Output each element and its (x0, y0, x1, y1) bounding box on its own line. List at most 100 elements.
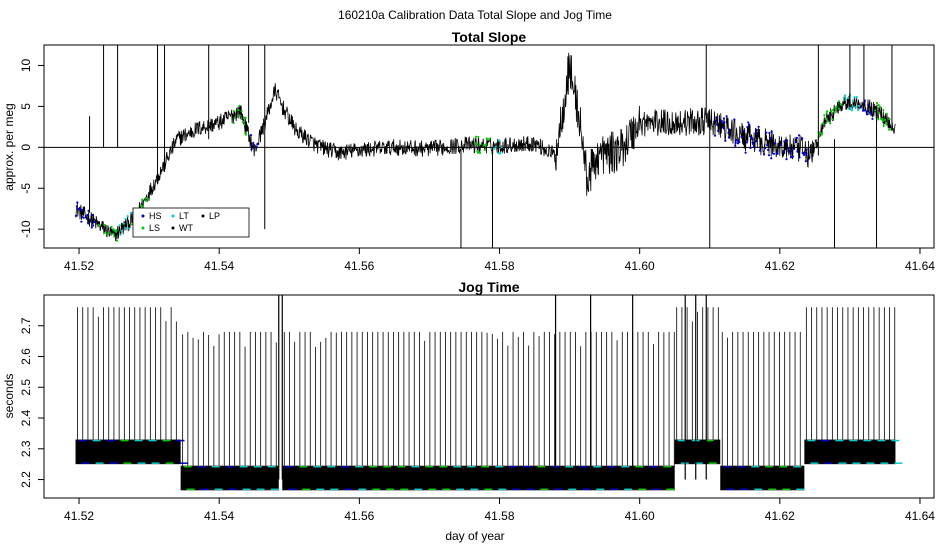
calibration-point-hs (757, 125, 760, 128)
calibration-point-ls (484, 143, 488, 146)
jog-time-y-tick-label: 2.6 (19, 348, 33, 365)
calibration-point-ls (834, 108, 838, 111)
calibration-point-lt (129, 211, 132, 214)
calibration-point-hs (722, 126, 725, 130)
calibration-point-hs (792, 147, 795, 150)
calibration-point-hs (738, 140, 741, 144)
calibration-point-hs (725, 115, 728, 118)
calibration-point-hs (791, 155, 794, 158)
calibration-point-hs (767, 154, 771, 157)
calibration-point-hs (864, 109, 867, 112)
jog-time-x-tick-label: 41.58 (484, 509, 514, 523)
calibration-point-hs (746, 125, 749, 129)
calibration-point-hs (255, 145, 258, 149)
calibration-point-hs (758, 149, 762, 152)
calibration-point-ls (822, 122, 825, 125)
calibration-point-ls (488, 137, 491, 140)
jog-time-band (720, 465, 805, 491)
calibration-point-ls (97, 224, 101, 227)
calibration-point-hs (865, 113, 869, 116)
legend-label-ls: LS (149, 223, 160, 233)
legend-label-wt: WT (179, 223, 193, 233)
legend-marker-ls (141, 226, 145, 230)
calibration-point-ls (107, 231, 110, 234)
calibration-point-hs (86, 214, 89, 217)
jog-time-band (674, 439, 721, 465)
legend-total-slope: HS LT LP LS WT (132, 207, 250, 238)
calibration-point-ls (243, 122, 246, 126)
calibration-point-ls (474, 135, 478, 138)
jog-time-y-tick-label: 2.4 (19, 409, 33, 426)
calibration-point-lt (849, 106, 852, 109)
calibration-point-lt (856, 108, 860, 111)
calibration-point-ls (141, 198, 144, 201)
calibration-point-lt (122, 222, 125, 225)
calibration-point-lt (852, 100, 855, 103)
jog-time-x-tick-label: 41.54 (204, 509, 234, 523)
total-slope-x-tick-label: 41.54 (204, 259, 234, 273)
calibration-point-ls (103, 223, 106, 227)
jog-time-x-tick-label: 41.56 (344, 509, 374, 523)
calibration-point-ls (819, 131, 822, 134)
calibration-point-ls (874, 109, 877, 112)
calibration-point-ls (244, 133, 248, 136)
calibration-point-ls (232, 109, 236, 113)
calibration-point-hs (744, 151, 747, 154)
total-slope-line (75, 52, 896, 242)
calibration-point-hs (765, 131, 768, 134)
calibration-point-ls (241, 120, 245, 123)
plot-title-total-slope: Total Slope (452, 29, 527, 45)
calibration-point-ls (883, 118, 887, 122)
calibration-point-hs (769, 136, 772, 140)
calibration-point-lt (497, 152, 500, 155)
jog-time-x-tick-label: 41.52 (64, 509, 94, 523)
calibration-point-lt (499, 152, 502, 155)
calibration-point-ls (240, 110, 243, 113)
calibration-point-ls (232, 121, 235, 125)
calibration-point-ls (885, 123, 888, 126)
legend-label-lp: LP (209, 211, 220, 221)
legend-marker-lp (201, 214, 205, 218)
calibration-point-hs (787, 147, 790, 150)
jog-time-band (75, 439, 181, 465)
x-axis-label-day-of-year: day of year (445, 529, 504, 543)
calibration-point-hs (785, 158, 788, 161)
calibration-point-hs (249, 134, 253, 137)
jog-time-y-tick-label: 2.2 (19, 471, 33, 488)
calibration-point-hs (84, 216, 87, 219)
calibration-point-hs (783, 140, 786, 143)
calibration-point-ls (237, 109, 240, 112)
calibration-point-ls (885, 112, 888, 115)
legend-marker-wt (171, 226, 175, 230)
calibration-point-hs (805, 153, 808, 156)
calibration-point-hs (80, 220, 83, 223)
panel-total-slope: Total Slope approx. per meg 41.52 41.54 41… (2, 29, 935, 273)
calibration-point-hs (752, 145, 755, 149)
calibration-point-lt (494, 145, 497, 148)
calibration-point-ls (833, 111, 836, 114)
calibration-point-ls (478, 143, 481, 146)
calibration-point-hs (796, 150, 799, 153)
calibration-point-ls (244, 116, 247, 119)
calibration-point-hs (722, 117, 726, 120)
calibration-point-ls (837, 100, 840, 103)
calibration-point-ls (146, 197, 150, 201)
calibration-point-lt (853, 96, 856, 99)
calibration-point-hs (789, 152, 792, 155)
clipped-series-total-slope (44, 45, 934, 248)
calibration-point-ls (478, 151, 482, 154)
calibration-point-hs (720, 119, 723, 122)
total-slope-x-tick-label: 41.62 (765, 259, 795, 273)
calibration-point-ls (882, 124, 885, 127)
calibration-point-hs (716, 123, 719, 126)
calibration-point-ls (840, 103, 843, 106)
calibration-point-hs (734, 141, 737, 144)
calibration-point-ls (888, 128, 891, 131)
calibration-point-hs (803, 151, 806, 154)
calibration-point-hs (82, 216, 85, 219)
jog-time-band (804, 439, 896, 465)
calibration-point-ls (829, 110, 833, 113)
calibration-point-hs (727, 136, 731, 139)
calibration-point-hs (871, 117, 874, 120)
